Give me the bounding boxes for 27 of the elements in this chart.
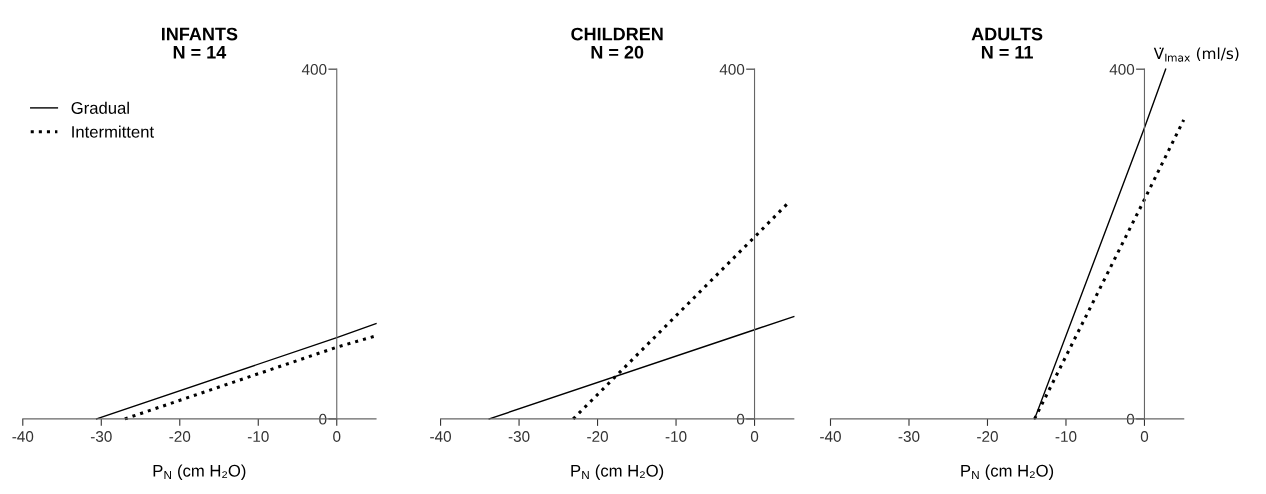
- x-tick-label: -10: [665, 431, 687, 442]
- y-axis-title: V̇$_{Imax}$ (ml/s): [1153, 47, 1239, 62]
- chart-title: CHILDREN N = 20: [571, 27, 663, 59]
- x-axis-title: P$_{N}$ (cm H₂O): [153, 464, 246, 480]
- x-tick-label: -40: [430, 431, 452, 442]
- x-tick-label: -30: [898, 431, 920, 442]
- x-tick-label: 0: [750, 431, 759, 442]
- y-tick-label: 400: [1109, 64, 1135, 75]
- x-tick-label: -30: [508, 431, 530, 442]
- x-tick-label: 0: [333, 431, 341, 442]
- x-tick-label: 0: [1140, 431, 1149, 442]
- x-tick-label: -20: [169, 431, 191, 442]
- x-tick-label: -10: [1055, 431, 1077, 442]
- x-tick-label: -20: [977, 431, 998, 442]
- x-tick-label: -40: [820, 431, 841, 442]
- x-tick-label: -10: [247, 431, 269, 442]
- chart-title: ADULTS N = 11: [971, 27, 1043, 59]
- x-tick-label: -30: [90, 431, 112, 442]
- y-tick-label: 400: [301, 64, 327, 75]
- y-tick-label: 400: [719, 64, 745, 75]
- x-tick-label: -40: [12, 431, 34, 442]
- x-axis-title: P$_{N}$ (cm H₂O): [571, 464, 664, 480]
- x-axis-title: P$_{N}$ (cm H₂O): [961, 464, 1054, 480]
- x-tick-label: -20: [587, 431, 608, 442]
- legend-label: Gradual: [71, 101, 129, 114]
- chart-title: INFANTS N = 14: [161, 27, 238, 59]
- legend-label: Intermittent: [72, 125, 154, 138]
